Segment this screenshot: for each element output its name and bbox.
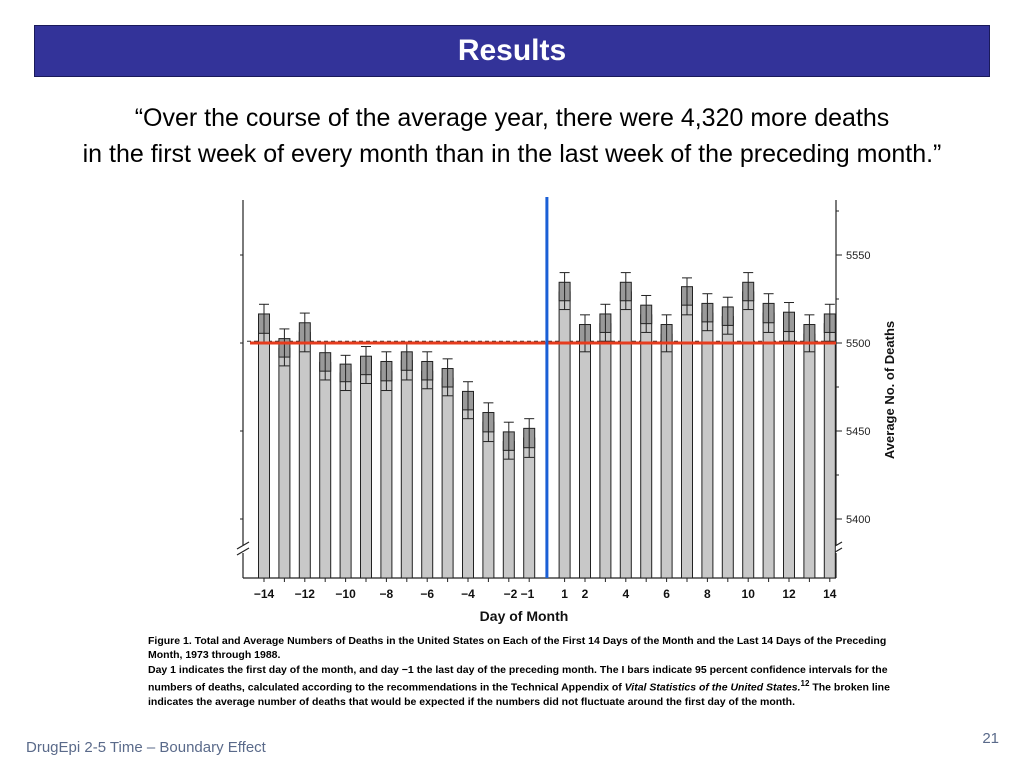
chart-error-bars — [258, 272, 836, 460]
footer-text: DrugEpi 2-5 Time – Boundary Effect — [26, 739, 266, 756]
bar-day-7 — [681, 294, 693, 579]
quote-block: “Over the course of the average year, th… — [0, 100, 1024, 172]
y-tick-label: 5550 — [846, 250, 870, 262]
bar-day-3 — [599, 323, 612, 579]
bar-day-14 — [823, 323, 836, 579]
bar-day-12 — [783, 321, 795, 579]
caption-figure-label: Figure 1. — [148, 635, 192, 647]
x-tick-label: −8 — [380, 587, 394, 601]
bar-day-2 — [579, 333, 591, 579]
quote-line-2: in the first week of every month than in… — [82, 140, 942, 168]
bar-day-11 — [762, 312, 775, 579]
caption-note-part1: Day 1 indicates the first day of the mon… — [148, 664, 888, 694]
bar-day--14 — [258, 323, 270, 579]
x-tick-label: 6 — [663, 587, 670, 601]
bar-day-6 — [660, 333, 673, 579]
bar-day-9 — [721, 316, 734, 579]
x-tick-label: −6 — [420, 587, 434, 601]
bar-day-8 — [701, 312, 714, 579]
x-tick-label: 10 — [742, 587, 756, 601]
y-tick-label: 5400 — [846, 514, 870, 526]
bar-day--2 — [502, 441, 515, 579]
bar-day--10 — [339, 372, 352, 579]
y-tick-label: 5500 — [846, 338, 870, 350]
caption-note-paragraph: Day 1 indicates the first day of the mon… — [148, 663, 908, 709]
caption-figure-title: Total and Average Numbers of Deaths in t… — [148, 635, 887, 661]
chart-bars — [258, 291, 836, 579]
bar-day--7 — [400, 360, 413, 579]
bar-day--5 — [441, 377, 454, 579]
x-tick-label: 14 — [823, 587, 837, 601]
x-tick-label: 8 — [704, 587, 711, 601]
bar-day-13 — [803, 333, 816, 579]
bar-day--3 — [482, 421, 495, 579]
slide-title: Results — [457, 34, 567, 67]
bar-day--11 — [319, 361, 332, 579]
chart-reference-lines — [250, 197, 836, 578]
bar-day--12 — [298, 331, 311, 579]
x-tick-label: 4 — [622, 587, 629, 601]
bar-day-5 — [640, 314, 653, 579]
caption-title-paragraph: Figure 1. Total and Average Numbers of D… — [148, 634, 908, 662]
bar-day--9 — [360, 365, 372, 579]
x-tick-label: 1 — [561, 587, 568, 601]
y-tick-label: 5450 — [846, 426, 870, 438]
bar-day-10 — [742, 291, 755, 579]
bar-day--6 — [421, 370, 434, 579]
caption-note-italic: Vital Statistics of the United States. — [624, 681, 801, 694]
chart-ticks: 5400 5450 5500 5550 −14 −12 −10 −8 −6 −4 −2 −1 1 2 4 6… — [240, 210, 870, 601]
x-tick-label: −10 — [335, 587, 356, 601]
x-tick-label: −12 — [295, 587, 316, 601]
x-tick-label: −14 — [254, 587, 275, 601]
x-tick-label: 12 — [782, 587, 796, 601]
figure-caption: Figure 1. Total and Average Numbers of D… — [148, 634, 908, 710]
bar-day-4 — [619, 291, 632, 579]
x-tick-label: 2 — [582, 587, 589, 601]
bar-day--8 — [380, 370, 393, 579]
bar-day--13 — [278, 347, 291, 579]
title-bar: Results — [34, 25, 990, 77]
x-tick-label: −4 — [461, 587, 475, 601]
y-axis-title: Average No. of Deaths — [882, 321, 897, 459]
x-tick-label: −2 −1 — [504, 587, 535, 601]
x-axis-title: Day of Month — [480, 608, 569, 624]
bar-day--4 — [462, 400, 474, 579]
caption-note-part2: The broken line indicates the average nu… — [148, 681, 890, 708]
page-number: 21 — [982, 730, 999, 747]
quote-line-1: “Over the course of the average year, th… — [134, 104, 890, 132]
left-axis-break-mark — [236, 541, 250, 556]
bar-day--1 — [523, 437, 536, 579]
bar-day-1 — [558, 291, 571, 579]
caption-note-ref: 12 — [800, 679, 810, 688]
